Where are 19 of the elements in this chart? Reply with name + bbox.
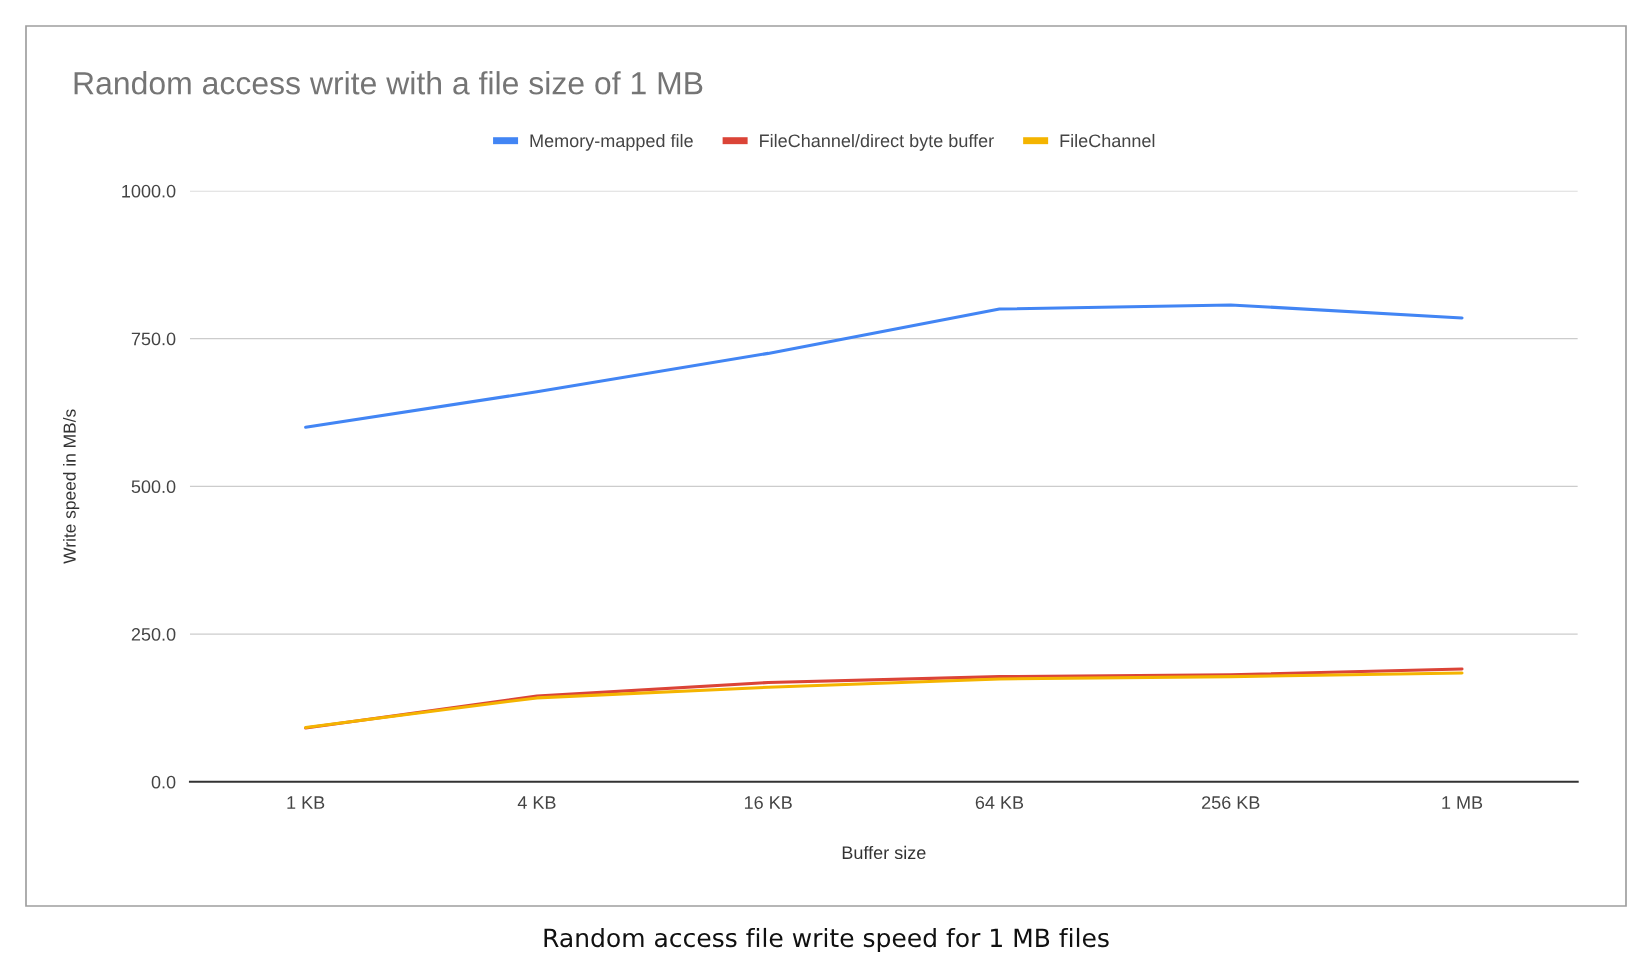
legend-label: Memory-mapped file	[530, 133, 693, 151]
x-tick-label: 16 KB	[744, 796, 792, 809]
text: Random access file write speed for 1 MB files	[544, 927, 1109, 953]
x-tick-label: 1 KB	[287, 796, 325, 809]
y-tick-label: 250.0	[131, 628, 176, 641]
y-axis-title: Write speed in MB/s	[63, 409, 80, 564]
chart-title: Random access write with a file size of 1 MB	[74, 71, 703, 95]
x-tick-label: 1 MB	[1442, 796, 1483, 809]
y-tick-label: 750.0	[131, 332, 176, 346]
x-tick-label: 4 KB	[517, 796, 556, 809]
legend-label: FileChannel	[1060, 133, 1155, 148]
y-tick-label: 1000.0	[122, 184, 176, 198]
x-axis-title: Buffer size	[842, 845, 926, 860]
y-tick-label: 0.0	[151, 775, 176, 789]
x-tick-label: 64 KB	[975, 796, 1024, 809]
y-tick-label: 500.0	[131, 480, 176, 494]
legend-label: FileChannel/direct byte buffer	[760, 133, 994, 151]
line-series	[304, 303, 1464, 429]
x-tick-label: 256 KB	[1202, 796, 1260, 809]
